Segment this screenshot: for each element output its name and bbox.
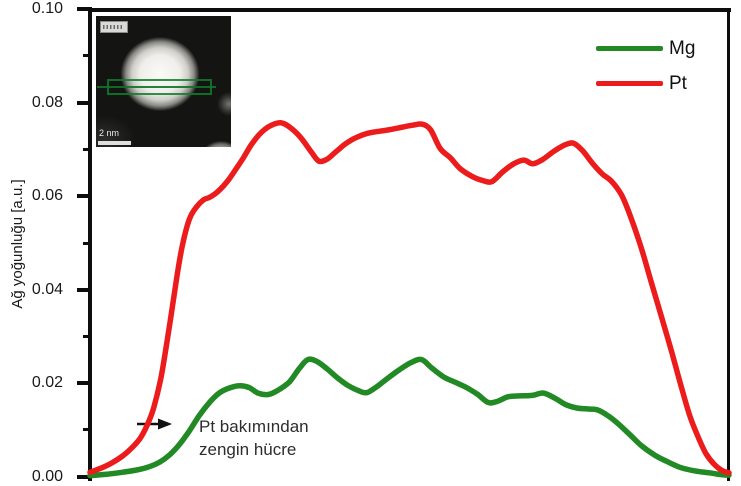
y-minor-tick	[83, 242, 91, 245]
y-tick-label: 0.02	[31, 374, 63, 391]
y-major-tick	[77, 7, 91, 11]
y-major-tick	[77, 194, 91, 198]
y-tick-label: 0.08	[31, 94, 63, 111]
y-minor-tick	[83, 428, 91, 431]
inset-detector-label	[100, 21, 128, 33]
legend-entry-pt: Pt	[596, 66, 695, 101]
inset-linescan-line	[97, 86, 216, 88]
top-frame-spine	[88, 8, 731, 12]
y-minor-tick	[83, 148, 91, 151]
y-major-tick	[77, 288, 91, 292]
legend-swatch	[596, 45, 663, 52]
inset-scale-bar-label: 2 nm	[99, 128, 120, 138]
stem-inset-image: 2 nm	[96, 16, 231, 147]
y-tick-label: 0.06	[31, 187, 63, 204]
annotation-line-2: zengin hücre	[199, 440, 297, 459]
y-major-tick	[77, 381, 91, 385]
y-tick-label: 0.04	[31, 281, 63, 298]
inset-scale-bar	[98, 141, 131, 145]
y-major-tick	[77, 101, 91, 105]
y-tick-label: 0.10	[31, 0, 63, 17]
y-tick-label: 0.00	[31, 468, 63, 485]
annotation-arrow	[137, 418, 172, 430]
y-major-tick	[77, 475, 91, 479]
right-frame-spine	[727, 8, 730, 481]
annotation-text: Pt bakımından zengin hücre	[199, 415, 309, 461]
legend: Mg Pt	[596, 31, 695, 101]
y-minor-tick	[83, 54, 91, 57]
legend-label: Mg	[669, 37, 696, 59]
curve-mg	[87, 356, 732, 479]
annotation-line-1: Pt bakımından	[199, 417, 309, 436]
curve-pt	[87, 120, 732, 476]
legend-swatch	[596, 80, 663, 87]
y-minor-tick	[83, 335, 91, 338]
legend-entry-mg: Mg	[596, 31, 695, 66]
legend-label: Pt	[669, 72, 687, 94]
